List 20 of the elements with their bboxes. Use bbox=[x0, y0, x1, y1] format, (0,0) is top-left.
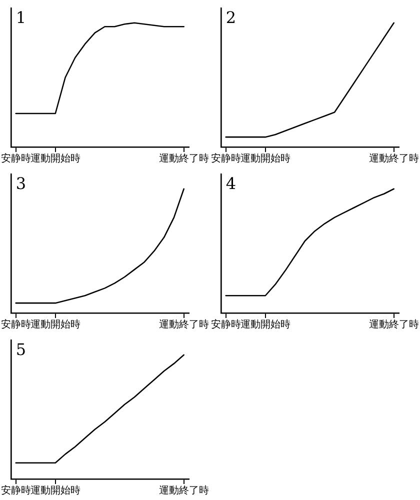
x-tick-label: 運動開始時 bbox=[240, 318, 290, 331]
x-tick-label: 運動開始時 bbox=[30, 318, 80, 331]
x-tick-label: 安静時 bbox=[210, 318, 241, 331]
x-tick-label: 運動終了時 bbox=[158, 318, 209, 331]
x-tick-label: 安静時 bbox=[210, 152, 241, 165]
x-tick-label: 安静時 bbox=[0, 318, 31, 331]
x-tick-label: 運動終了時 bbox=[368, 318, 419, 331]
x-tick-label: 運動終了時 bbox=[368, 152, 419, 165]
chart-title: 3 bbox=[16, 174, 26, 194]
x-tick-label: 運動開始時 bbox=[30, 152, 80, 165]
x-tick-label: 運動終了時 bbox=[158, 152, 209, 165]
x-tick-label: 安静時 bbox=[0, 484, 31, 497]
x-tick-label: 運動開始時 bbox=[240, 152, 290, 165]
chart-title: 4 bbox=[226, 174, 236, 194]
x-tick-label: 安静時 bbox=[0, 152, 31, 165]
chart-title: 5 bbox=[16, 340, 26, 360]
chart-title: 2 bbox=[226, 8, 236, 28]
x-tick-label: 運動終了時 bbox=[158, 484, 209, 497]
chart-title: 1 bbox=[16, 8, 26, 28]
x-tick-label: 運動開始時 bbox=[30, 484, 80, 497]
